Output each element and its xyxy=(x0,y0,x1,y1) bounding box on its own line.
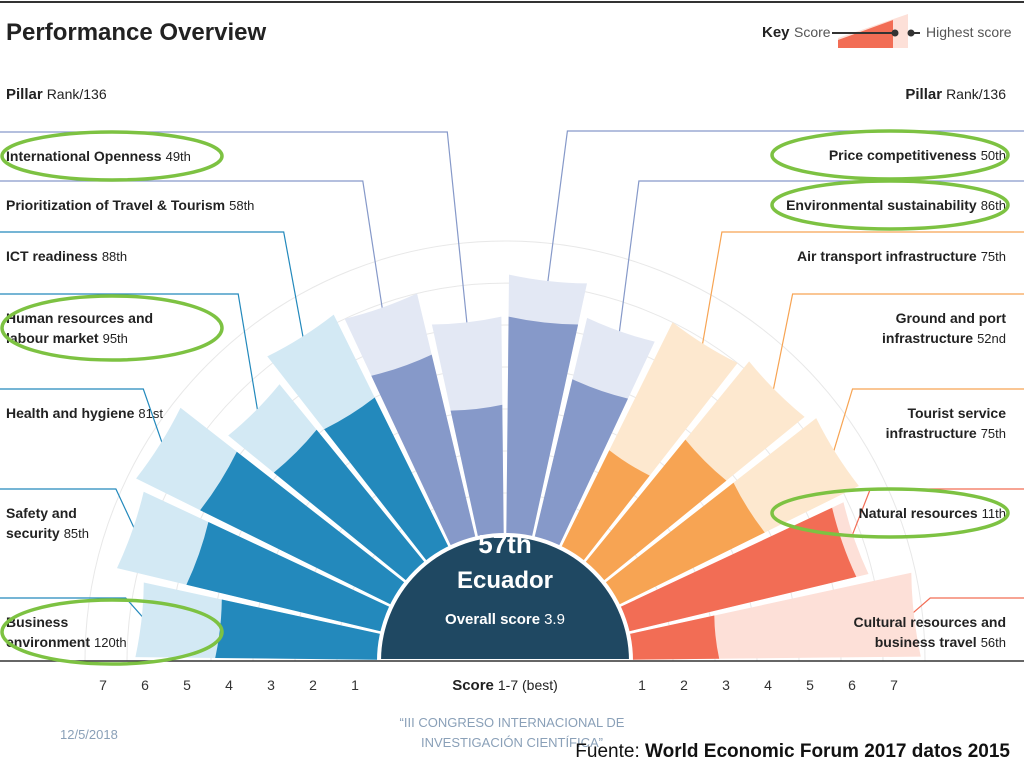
footer-event-line2: INVESTIGACIÓN CIENTÍFICA” xyxy=(421,735,603,750)
pillar-label: Health and hygiene 81st xyxy=(6,405,163,421)
highlight-ellipse xyxy=(770,179,1010,231)
score-bar xyxy=(273,429,426,582)
score-bar xyxy=(619,507,857,632)
pillar-label: Tourist service infrastructure 75th xyxy=(886,405,1007,441)
pillar-labels: Business environment 120th Safety and securi… xyxy=(6,147,1006,650)
pillar-label: Environmental sustainability 86th xyxy=(786,197,1006,213)
highlight-ellipse xyxy=(0,130,224,182)
score-bar xyxy=(628,615,720,660)
axis-tick-right: 5 xyxy=(806,677,814,693)
highlight-ellipse xyxy=(0,598,224,666)
center-summary: 57th Ecuador Overall score 3.9 xyxy=(376,529,634,663)
leader-line xyxy=(831,388,1024,456)
score-bar xyxy=(560,450,650,562)
pillar-label: International Openness 49th xyxy=(6,148,191,164)
score-bar xyxy=(371,354,476,547)
footer-date: 12/5/2018 xyxy=(60,727,118,742)
footer-event-line1: “III CONGRESO INTERNACIONAL DE xyxy=(400,715,625,730)
highlight-ellipse xyxy=(0,294,224,362)
axis-tick-left: 7 xyxy=(99,677,107,693)
leader-lines xyxy=(0,130,1024,621)
axis-tick-right: 1 xyxy=(638,677,646,693)
right-pillar-header: Pillar Rank/136 xyxy=(905,86,1006,103)
highlights xyxy=(0,129,1010,666)
pillar-label: Natural resources 11th xyxy=(859,505,1006,521)
score-bar xyxy=(604,482,765,606)
pillar-label: Human resources and labour market 95th xyxy=(6,310,153,346)
axis-label: Score 1-7 (best) xyxy=(452,677,558,694)
highlight-ellipse xyxy=(770,129,1010,181)
pillar-label: Business environment 120th xyxy=(6,614,127,650)
pillar-label: ICT readiness 88th xyxy=(6,248,127,264)
pillar-label: Ground and port infrastructure 52nd xyxy=(882,310,1006,346)
footer-source: Fuente: World Economic Forum 2017 datos … xyxy=(575,741,1010,762)
legend-key-label: Key xyxy=(762,24,790,41)
axis-tick-right: 4 xyxy=(764,677,772,693)
legend-score-marker xyxy=(891,29,899,37)
grid-ring xyxy=(84,240,926,662)
leader-line xyxy=(909,597,1024,616)
pillar-label: Cultural resources and business travel 56t… xyxy=(854,614,1007,650)
axis-tick-right: 7 xyxy=(890,677,898,693)
pillar-label: Safety and security 85th xyxy=(6,505,89,541)
score-bar xyxy=(450,404,504,538)
legend-key: Key Score Highest score xyxy=(762,14,1012,48)
pillar-label: Prioritization of Travel & Tourism 58th xyxy=(6,197,254,213)
axis-tick-left: 4 xyxy=(225,677,233,693)
axis-tick-left: 1 xyxy=(351,677,359,693)
bars xyxy=(117,274,921,660)
leader-line xyxy=(0,597,147,621)
leader-line xyxy=(0,293,259,415)
score-bar xyxy=(534,379,628,547)
chart-title: Performance Overview xyxy=(6,19,266,46)
score-bar xyxy=(186,522,391,632)
leader-line xyxy=(0,231,305,341)
axis-tick-right: 3 xyxy=(722,677,730,693)
axis-tick-right: 2 xyxy=(680,677,688,693)
leader-line xyxy=(772,293,1024,394)
overall-rank: 57th xyxy=(478,529,531,559)
leader-line xyxy=(0,388,164,447)
overall-score: Overall score 3.9 xyxy=(445,611,565,628)
score-bar xyxy=(506,316,579,538)
legend-highest-label: Highest score xyxy=(926,24,1012,40)
country-name: Ecuador xyxy=(457,567,553,594)
left-pillar-header: Pillar Rank/136 xyxy=(6,86,107,103)
highlight-ellipse xyxy=(770,487,1010,539)
pillar-label: Air transport infrastructure 75th xyxy=(797,248,1006,264)
axis-tick-left: 2 xyxy=(309,677,317,693)
legend-highest-marker xyxy=(907,29,915,37)
score-bar xyxy=(324,397,450,562)
leader-line xyxy=(701,231,1024,348)
leader-line xyxy=(0,488,137,533)
axis-tick-left: 6 xyxy=(141,677,149,693)
score-bar xyxy=(215,599,382,660)
pillar-label: Price competitiveness 50th xyxy=(829,147,1006,163)
axis-tick-left: 3 xyxy=(267,677,275,693)
score-bar xyxy=(200,451,406,606)
legend-score-label: Score xyxy=(794,24,831,40)
axis-tick-left: 5 xyxy=(183,677,191,693)
axis-ticks: 1 1 2 2 3 3 4 4 5 5 6 6 7 7 xyxy=(99,677,898,693)
center-dome xyxy=(376,533,634,663)
axis-tick-right: 6 xyxy=(848,677,856,693)
score-bar xyxy=(584,439,727,582)
